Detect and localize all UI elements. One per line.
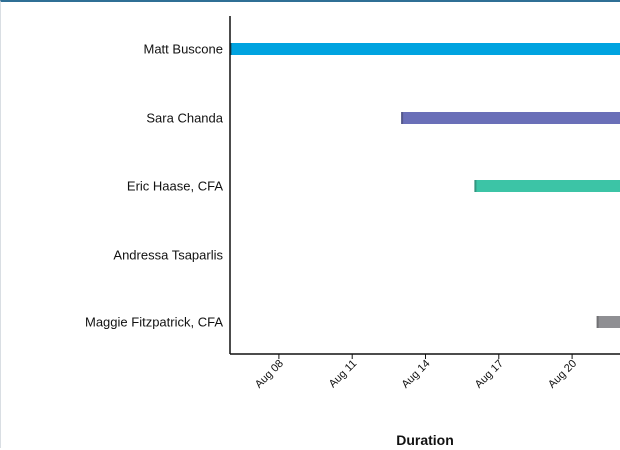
x-tick-label: Aug 17 [473, 358, 506, 391]
bar-eric-haase-cfa[interactable] [474, 180, 620, 192]
y-axis: Matt Buscone Sara Chanda Eric Haase, CFA An… [85, 16, 231, 354]
x-tick-label: Aug 20 [546, 358, 579, 391]
y-tick-label: Eric Haase, CFA [127, 179, 223, 194]
y-tick-label: Matt Buscone [144, 42, 224, 57]
y-tick-label: Sara Chanda [146, 111, 223, 126]
bar-matt-buscone[interactable] [230, 43, 620, 55]
bar-start-marker [596, 316, 599, 328]
bar-maggie-fitzpatrick-cfa[interactable] [596, 316, 620, 328]
bar-start-marker [474, 180, 477, 192]
x-axis-title: Duration [396, 432, 454, 448]
x-axis: Aug 08 Aug 11 Aug 14 Aug 17 Aug 20 [230, 353, 620, 391]
y-tick-label: Andressa Tsaparlis [113, 248, 223, 263]
x-tick-label: Aug 11 [327, 358, 360, 391]
x-tick-label: Aug 08 [253, 358, 286, 391]
bar-sara-chanda[interactable] [401, 112, 620, 124]
bar-start-marker [401, 112, 404, 124]
bar-start-marker [230, 43, 232, 55]
y-tick-label: Maggie Fitzpatrick, CFA [85, 315, 223, 330]
bars-layer [230, 43, 620, 328]
x-tick-label: Aug 14 [399, 358, 432, 391]
